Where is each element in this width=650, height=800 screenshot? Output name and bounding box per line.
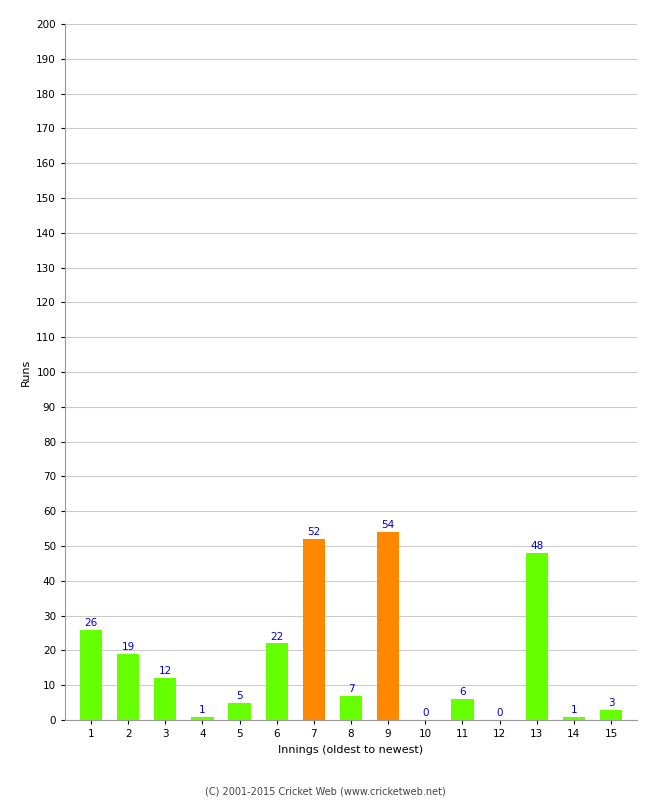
Bar xyxy=(303,539,325,720)
Bar xyxy=(377,532,399,720)
Text: 3: 3 xyxy=(608,698,614,708)
Text: 26: 26 xyxy=(84,618,98,628)
Text: 0: 0 xyxy=(422,708,428,718)
Bar xyxy=(191,717,214,720)
Y-axis label: Runs: Runs xyxy=(21,358,31,386)
Text: 7: 7 xyxy=(348,684,354,694)
Text: 12: 12 xyxy=(159,666,172,677)
X-axis label: Innings (oldest to newest): Innings (oldest to newest) xyxy=(278,745,424,754)
Text: 5: 5 xyxy=(236,691,243,701)
Text: 54: 54 xyxy=(382,520,395,530)
Text: 1: 1 xyxy=(199,705,206,714)
Text: 6: 6 xyxy=(459,687,466,698)
Text: 52: 52 xyxy=(307,527,320,538)
Text: 1: 1 xyxy=(571,705,577,714)
Bar xyxy=(80,630,102,720)
Bar xyxy=(526,553,548,720)
Bar xyxy=(451,699,474,720)
Bar xyxy=(266,643,288,720)
Text: 22: 22 xyxy=(270,632,283,642)
Bar xyxy=(563,717,585,720)
Bar xyxy=(340,696,362,720)
Bar xyxy=(154,678,176,720)
Text: 48: 48 xyxy=(530,542,543,551)
Text: 0: 0 xyxy=(497,708,503,718)
Text: (C) 2001-2015 Cricket Web (www.cricketweb.net): (C) 2001-2015 Cricket Web (www.cricketwe… xyxy=(205,786,445,796)
Bar xyxy=(600,710,622,720)
Bar xyxy=(117,654,139,720)
Bar xyxy=(228,702,251,720)
Text: 19: 19 xyxy=(122,642,135,652)
